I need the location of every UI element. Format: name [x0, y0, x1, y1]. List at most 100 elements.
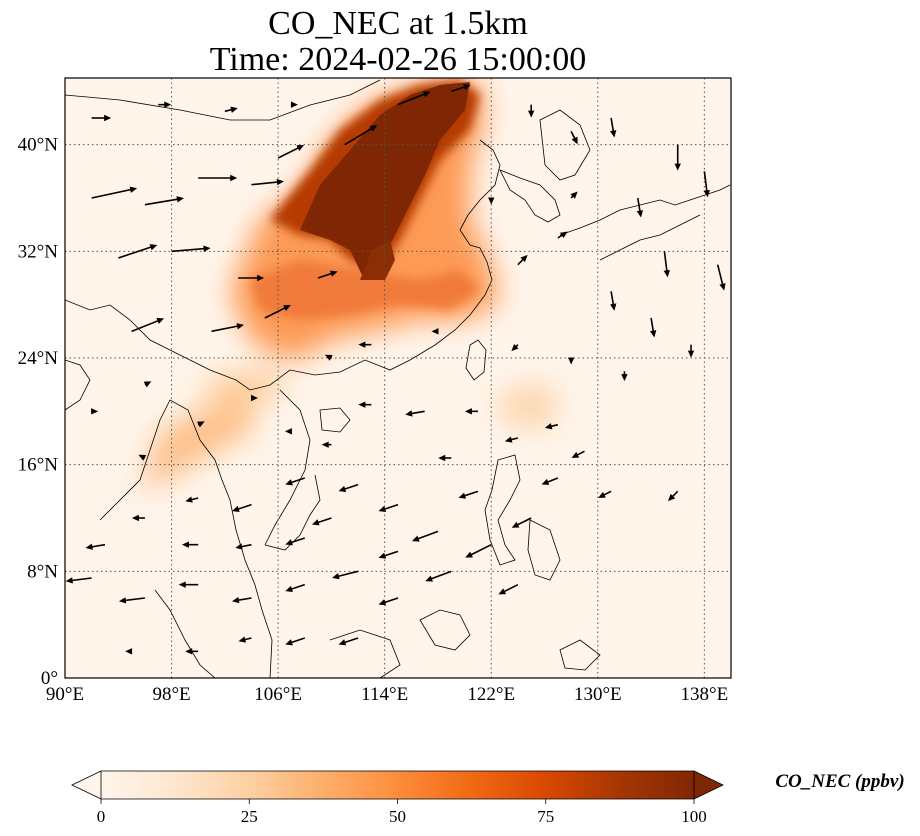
wind-arrow: [311, 517, 332, 526]
lon-tick-label: 130°E: [574, 684, 622, 705]
colorbar-high-extend: [693, 770, 724, 800]
wind-arrow: [125, 648, 133, 655]
wind-arrow: [198, 174, 238, 182]
wind-arrow: [185, 496, 199, 503]
wind-arrow: [264, 305, 291, 319]
wind-arrow: [285, 637, 306, 646]
lat-tick-label: 0°: [41, 668, 58, 689]
map-title: CO_NEC at 1.5km: [268, 5, 528, 42]
map-time-subtitle: Time: 2024-02-26 15:00:00: [209, 41, 587, 78]
wind-arrow: [197, 421, 205, 428]
wind-arrow: [464, 408, 478, 415]
wind-arrow: [211, 323, 245, 333]
wind-arrow: [405, 410, 425, 417]
concentration-field: [140, 80, 560, 490]
lon-tick-label: 122°E: [467, 684, 515, 705]
wind-arrow: [358, 341, 372, 348]
wind-arrow: [284, 428, 292, 435]
gridlines: [65, 78, 731, 678]
wind-arrow: [557, 231, 568, 239]
wind-arrow: [663, 251, 670, 278]
wind-arrow: [290, 101, 298, 108]
wind-arrow: [181, 541, 199, 548]
wind-arrow: [570, 191, 578, 199]
wind-arrow: [451, 84, 471, 93]
wind-arrow: [91, 114, 112, 122]
wind-arrow: [358, 401, 372, 408]
wind-arrow: [285, 537, 306, 546]
wind-arrow: [425, 570, 452, 582]
wind-arrow: [511, 517, 532, 528]
colorbar-label: CO_NEC (ppbv): [775, 771, 904, 792]
wind-arrow: [458, 490, 479, 499]
lat-tick-label: 40°N: [18, 135, 59, 156]
wind-arrow: [185, 648, 199, 655]
wind-arrow: [231, 503, 252, 512]
wind-arrow: [511, 343, 519, 352]
wind-arrow: [231, 596, 252, 604]
wind-arrow: [378, 503, 399, 512]
wind-arrow: [235, 543, 252, 550]
wind-arrow: [324, 354, 333, 361]
colorbar-tick-label: 50: [389, 807, 406, 826]
wind-arrow: [277, 145, 305, 159]
wind-arrow: [716, 264, 726, 291]
map-panel: [65, 78, 731, 678]
lon-tick-label: 106°E: [254, 684, 302, 705]
coastlines: [65, 79, 731, 678]
wind-arrow: [498, 583, 519, 595]
wind-arrow: [91, 186, 138, 199]
colorbar: 0 25 50 75 100 CO_NEC (ppbv): [71, 770, 905, 826]
wind-arrow: [610, 291, 617, 311]
latitude-tick-labels: 0° 8°N 16°N 24°N 32°N 40°N: [18, 135, 59, 689]
wind-arrow: [397, 91, 431, 106]
lat-tick-label: 32°N: [18, 241, 59, 262]
lat-tick-label: 24°N: [18, 348, 59, 369]
wind-arrow: [338, 637, 359, 646]
wind-arrow: [465, 543, 492, 558]
wind-arrow: [250, 394, 258, 402]
colorbar-tick-label: 0: [97, 807, 106, 826]
wind-arrow: [703, 171, 710, 198]
wind-arrow: [517, 254, 528, 266]
wind-arrow: [528, 104, 535, 118]
wind-arrow: [285, 477, 306, 486]
wind-arrow: [438, 454, 452, 462]
wind-arrow: [118, 597, 146, 604]
wind-arrow: [118, 244, 158, 259]
lon-tick-label: 138°E: [681, 684, 729, 705]
wind-arrow: [238, 636, 252, 643]
wind-arrow: [650, 317, 657, 338]
colorbar-ticks: 0 25 50 75 100: [97, 799, 707, 826]
wind-arrow: [144, 196, 184, 206]
longitude-tick-labels: 90°E 98°E 106°E 114°E 122°E 130°E 138°E: [46, 684, 728, 705]
wind-arrow: [687, 344, 695, 358]
colorbar-low-extend: [71, 770, 102, 800]
wind-arrow: [570, 130, 578, 145]
wind-arrow: [178, 581, 199, 588]
wind-arrow: [171, 245, 211, 253]
lon-tick-label: 98°E: [152, 684, 190, 705]
map-frame: [64, 77, 732, 679]
wind-arrow: [317, 270, 338, 279]
wind-arrow: [488, 197, 495, 205]
lat-tick-label: 8°N: [27, 561, 58, 582]
wind-arrow: [674, 144, 681, 171]
lon-tick-label: 90°E: [46, 684, 84, 705]
wind-arrow: [321, 441, 332, 448]
wind-arrow: [411, 530, 439, 542]
wind-arrow: [544, 423, 559, 430]
wind-arrow: [636, 197, 644, 218]
wind-arrow: [621, 371, 628, 382]
colorbar-tick-label: 75: [537, 807, 554, 826]
wind-arrow: [504, 436, 519, 443]
wind-arrow: [143, 381, 152, 388]
wind-arrow: [431, 328, 439, 335]
wind-arrow: [238, 274, 265, 282]
wind-arrow: [598, 490, 612, 498]
wind-arrow: [344, 125, 378, 146]
wind-arrow: [158, 101, 172, 108]
wind-arrow: [567, 357, 575, 365]
wind-arrow: [91, 408, 99, 415]
wind-arrow: [610, 117, 617, 138]
